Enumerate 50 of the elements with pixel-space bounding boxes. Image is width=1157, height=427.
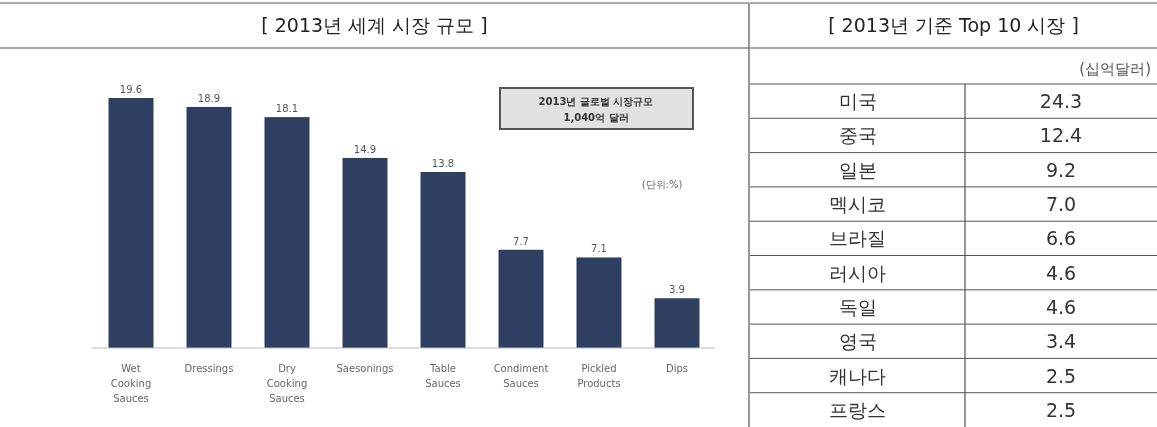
x-tick-label: Saesonings [336,363,394,374]
text: (십억달러) [1079,60,1151,78]
data-label: 18.1 [275,103,299,115]
x-tick-label: Dressings [184,363,234,374]
bar [108,98,154,348]
data-label: 12.4 [1039,124,1083,147]
data-label: 6.6 [1045,227,1077,250]
annotation: 2013년 글로벌 시장규모 [538,96,654,107]
category-label: 일본 [838,158,877,181]
data-label: 4.6 [1045,261,1077,284]
data-label: 13.8 [431,157,455,169]
bar [342,157,388,348]
category-label: 캐나다 [829,364,886,387]
bar [186,106,232,348]
x-tick-label: Pickled Products [577,363,621,389]
bar [498,249,544,348]
bar [420,171,466,348]
category-label: 중국 [838,124,877,147]
data-label: 24.3 [1039,90,1083,113]
annotation: (단위:%) [641,179,683,190]
data-label: 3.4 [1045,330,1077,353]
data-label: 14.9 [353,143,377,155]
data-label: 2.5 [1045,398,1077,421]
category-label: 영국 [838,330,877,353]
x-tick-label: Dry Cooking Sauces [266,363,308,404]
x-tick-label: Wet Cooking Sauces [110,363,152,404]
data-label: 4.6 [1045,295,1077,318]
x-tick-label: Condiment Sauces [493,363,549,389]
category-label: 미국 [838,90,877,113]
chart-title: [ 2013년 세계 시장 규모 ] [261,14,488,36]
data-label: 2.5 [1045,364,1077,387]
x-tick-label: Table Sauces [425,363,461,389]
x-tick-label: Dips [665,363,689,374]
category-label: 러시아 [829,261,886,284]
bar [654,298,700,348]
data-label: 9.2 [1045,158,1077,181]
annotation: 1,040억 달러 [563,112,629,123]
category-label: 프랑스 [829,398,886,421]
bar [576,257,622,348]
data-label: 7.7 [513,235,529,247]
text: [ 2013년 기준 Top 10 시장 ] [828,14,1079,36]
category-label: 멕시코 [829,193,886,216]
data-label: 18.9 [197,92,221,104]
data-label: 19.6 [119,84,143,95]
category-label: 브라질 [829,227,886,250]
data-label: 3.9 [669,284,685,296]
category-label: 독일 [838,295,877,318]
data-label: 7.0 [1045,193,1077,216]
data-label: 7.1 [591,243,607,255]
bar [264,117,310,348]
